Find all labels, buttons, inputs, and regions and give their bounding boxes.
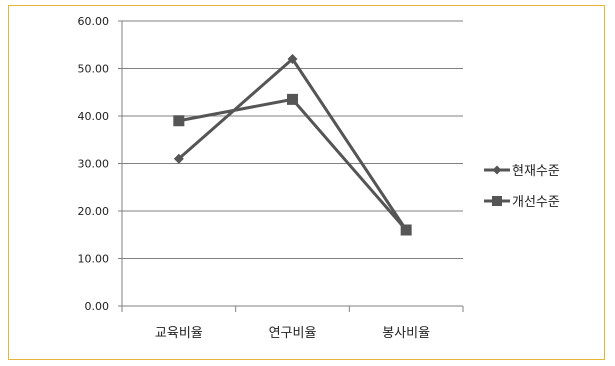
series-line [177,57,408,231]
y-tick-label: 30.00 [78,158,110,171]
category-label: 봉사비율 [382,326,430,341]
square-marker [287,93,298,105]
series-line [178,97,408,231]
category-label: 교육비율 [155,326,203,341]
diamond-marker [287,54,298,64]
legend-label: 개선수준 [512,195,560,210]
category-label: 연구비율 [269,326,317,341]
series-0 [173,54,412,235]
y-tick-label: 60.00 [78,15,110,28]
y-tick-label: 0.00 [85,300,110,313]
diamond-marker [492,165,502,175]
category-labels: 교육비율 연구비율 봉사비율 [155,326,430,341]
square-marker [173,115,185,127]
y-tick-labels: 0.00 10.00 20.00 30.00 40.00 50.00 60.00 [78,15,110,313]
series [173,54,412,236]
y-tick-label: 50.00 [78,63,110,76]
square-marker [492,196,502,206]
y-tick-label: 10.00 [78,253,110,266]
legend-entry: 개선수준 [484,195,560,210]
legend-entry: 현재수준 [484,164,560,179]
diamond-marker [173,153,184,164]
legend-label: 현재수준 [512,164,560,179]
series-1 [173,93,412,236]
y-tick-label: 40.00 [78,110,110,123]
axes [118,20,464,312]
square-marker [400,224,412,236]
chart-frame [8,5,605,360]
y-tick-label: 20.00 [78,205,110,218]
